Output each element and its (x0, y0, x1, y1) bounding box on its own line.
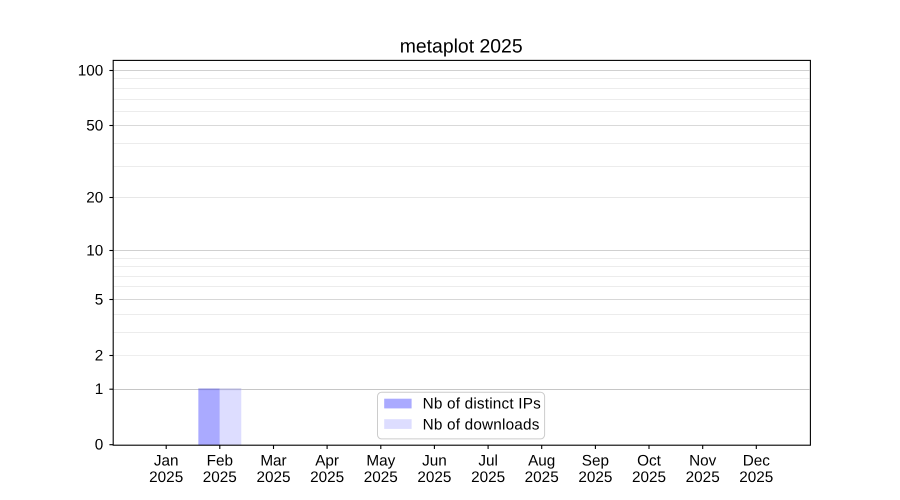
svg-text:50: 50 (86, 117, 103, 134)
svg-text:10: 10 (86, 242, 103, 259)
svg-text:100: 100 (78, 62, 104, 79)
svg-text:0: 0 (95, 437, 104, 454)
svg-text:Nb of downloads: Nb of downloads (423, 416, 540, 433)
svg-text:metaplot 2025: metaplot 2025 (400, 35, 523, 57)
svg-text:5: 5 (95, 291, 104, 308)
svg-text:20: 20 (86, 189, 103, 206)
svg-text:Nb of distinct IPs: Nb of distinct IPs (423, 396, 542, 413)
svg-text:2: 2 (95, 347, 104, 364)
svg-text:1: 1 (95, 381, 104, 398)
